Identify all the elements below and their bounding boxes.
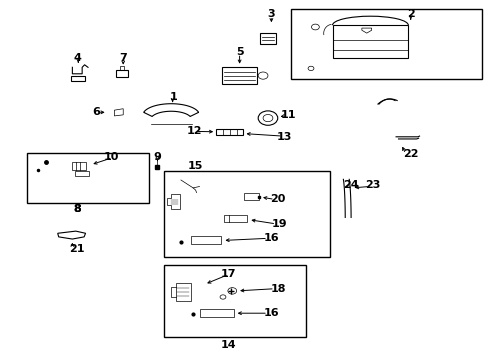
Text: 21: 21 — [69, 244, 85, 254]
Bar — [200, 309, 233, 317]
Bar — [260, 33, 275, 44]
Text: 11: 11 — [280, 110, 296, 120]
Text: 10: 10 — [103, 152, 119, 162]
Text: 22: 22 — [402, 149, 418, 159]
Circle shape — [258, 72, 267, 79]
Text: 20: 20 — [269, 194, 285, 204]
Circle shape — [258, 111, 277, 125]
Bar — [116, 70, 128, 77]
Bar — [71, 76, 85, 81]
Text: 23: 23 — [364, 180, 380, 190]
Text: 18: 18 — [270, 284, 286, 294]
Text: 8: 8 — [73, 204, 81, 214]
Bar — [163, 265, 305, 337]
Text: 12: 12 — [186, 126, 202, 136]
Text: 14: 14 — [221, 340, 236, 350]
Text: 24: 24 — [343, 180, 358, 190]
Text: 16: 16 — [263, 233, 279, 243]
Text: 6: 6 — [92, 107, 100, 117]
Polygon shape — [361, 28, 371, 33]
Bar — [27, 153, 149, 203]
Bar — [290, 9, 481, 79]
Bar — [75, 171, 88, 176]
Text: 3: 3 — [267, 9, 275, 19]
Bar — [176, 283, 190, 301]
Polygon shape — [114, 109, 123, 116]
Text: 7: 7 — [119, 53, 127, 63]
Circle shape — [220, 295, 225, 299]
Text: 1: 1 — [169, 92, 177, 102]
Circle shape — [227, 288, 236, 294]
Text: 2: 2 — [406, 9, 414, 19]
Bar — [163, 171, 329, 257]
Text: 8: 8 — [73, 204, 81, 214]
Bar — [222, 68, 257, 84]
Text: 5: 5 — [235, 47, 243, 57]
Polygon shape — [58, 231, 85, 239]
Bar — [244, 193, 259, 200]
Circle shape — [263, 114, 272, 122]
Text: 16: 16 — [263, 308, 279, 318]
Polygon shape — [167, 194, 180, 209]
Bar — [190, 236, 221, 244]
Text: 17: 17 — [221, 269, 236, 279]
Bar — [228, 215, 247, 222]
Text: 4: 4 — [73, 53, 81, 63]
Bar — [72, 162, 86, 170]
Text: 15: 15 — [187, 161, 203, 171]
Bar — [332, 25, 407, 58]
Text: 19: 19 — [271, 219, 287, 229]
Bar — [216, 129, 243, 135]
Polygon shape — [143, 104, 198, 117]
Circle shape — [311, 24, 319, 30]
Text: 9: 9 — [153, 152, 161, 162]
Circle shape — [307, 66, 313, 71]
Text: 13: 13 — [276, 132, 292, 142]
